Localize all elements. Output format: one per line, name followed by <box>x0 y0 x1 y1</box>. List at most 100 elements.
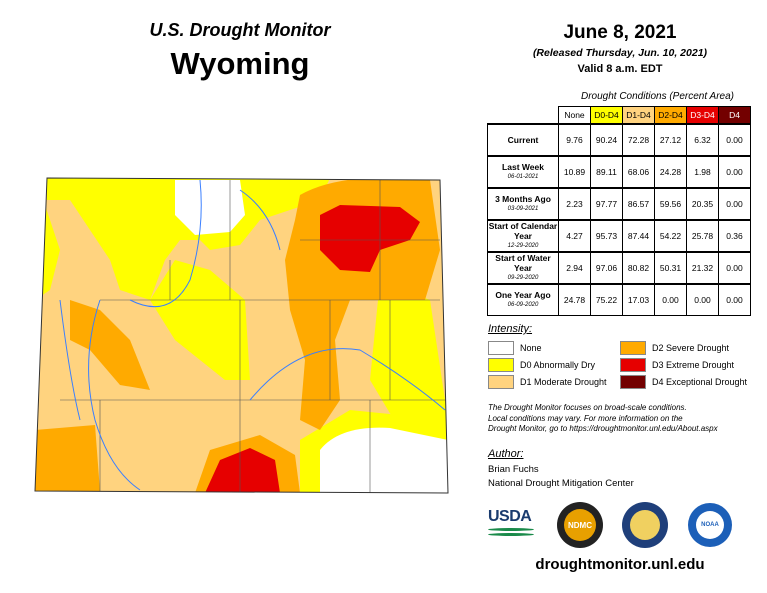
table-cell: 0.00 <box>718 283 751 316</box>
row-label: Start of Water Year 09-29-2020 <box>487 251 559 285</box>
row-label-text: One Year Ago <box>495 290 551 300</box>
empty-header <box>488 107 559 125</box>
table-cell: 87.44 <box>622 219 655 253</box>
table-cell: 68.06 <box>622 155 655 189</box>
table-cell: 50.31 <box>654 251 687 285</box>
author-name: Brian Fuchs <box>488 464 539 475</box>
d2-area-west <box>70 300 150 390</box>
legend-label: D0 Abnormally Dry <box>520 360 596 370</box>
table-cell: 86.57 <box>622 187 655 221</box>
row-label-text: Last Week <box>502 162 544 172</box>
table-cell: 89.11 <box>590 155 623 189</box>
d2-area-southwest <box>35 425 100 491</box>
county-boundaries <box>60 180 448 493</box>
table-row: 3 Months Ago 03-09-2021 2.23 97.77 86.57 59.5… <box>487 187 751 221</box>
table-cell: 97.06 <box>590 251 623 285</box>
d3-area-northeast <box>320 205 420 272</box>
table-cell: 0.00 <box>718 123 751 157</box>
row-date: 09-29-2020 <box>507 275 539 281</box>
table-cell: 90.24 <box>590 123 623 157</box>
row-date: 03-09-2021 <box>507 206 539 212</box>
d0-area-north <box>47 178 330 300</box>
column-header: D4 <box>718 106 751 125</box>
table-row: One Year Ago 06-09-2020 24.78 75.22 17.03 0.0… <box>487 283 751 316</box>
legend-title: Intensity: <box>488 323 533 335</box>
table-row: Start of Calendar Year 12-29-2020 4.27 95.7… <box>487 219 751 253</box>
legend-item: D2 Severe Drought <box>620 341 729 355</box>
table-cell: 2.94 <box>558 251 591 285</box>
table-cell: 80.82 <box>622 251 655 285</box>
note-line: The Drought Monitor focuses on broad-sca… <box>488 403 687 412</box>
row-date: 06-09-2020 <box>507 302 539 308</box>
row-label: 3 Months Ago 03-09-2021 <box>487 187 559 221</box>
legend-label: None <box>520 343 542 353</box>
legend-label: D3 Extreme Drought <box>652 360 735 370</box>
table-cell: 6.32 <box>686 123 719 157</box>
table-cell: 59.56 <box>654 187 687 221</box>
table-cell: 17.03 <box>622 283 655 316</box>
disclaimer-note: The Drought Monitor focuses on broad-sca… <box>488 403 718 435</box>
state-outline <box>34 177 449 494</box>
legend-swatch <box>488 375 514 389</box>
legend-item: D1 Moderate Drought <box>488 375 607 389</box>
legend-swatch <box>620 358 646 372</box>
table-row: Current 9.76 90.24 72.28 27.12 6.32 0.00 <box>487 123 751 157</box>
table-row: Start of Water Year 09-29-2020 2.94 97.06 80… <box>487 251 751 285</box>
row-label-text: Start of Water Year <box>495 253 551 273</box>
row-label-text: 3 Months Ago <box>495 194 551 204</box>
none-area-southeast <box>320 427 448 493</box>
legend-swatch <box>488 341 514 355</box>
valid-time: Valid 8 a.m. EDT <box>577 63 663 75</box>
legend-swatch <box>620 341 646 355</box>
legend-item: None <box>488 341 542 355</box>
legend-item: D3 Extreme Drought <box>620 358 734 372</box>
column-header: D2-D4 <box>654 106 687 125</box>
note-line: Local conditions may vary. For more info… <box>488 413 683 423</box>
table-cell: 0.00 <box>654 283 687 316</box>
table-cell: 95.73 <box>590 219 623 253</box>
d0-area-east <box>370 280 448 430</box>
table-cell: 0.00 <box>686 283 719 316</box>
table-cell: 97.77 <box>590 187 623 221</box>
usda-logo: USDA <box>488 508 534 544</box>
table-row: Last Week 06-01-2021 10.89 89.11 68.06 24.28 1… <box>487 155 751 189</box>
table-caption: Drought Conditions (Percent Area) <box>580 91 735 102</box>
commerce-seal-logo <box>622 502 668 548</box>
table-cell: 54.22 <box>654 219 687 253</box>
drought-conditions-table: None D0-D4 D1-D4 D2-D4 D3-D4 D4 Current 9.76 90… <box>487 106 751 316</box>
legend-label: D1 Moderate Drought <box>520 377 607 387</box>
ndmc-logo: NDMC <box>557 502 603 548</box>
table-cell: 0.00 <box>718 187 751 221</box>
table-cell: 72.28 <box>622 123 655 157</box>
map-subtitle: U.S. Drought Monitor <box>149 20 331 40</box>
website-link[interactable]: droughtmonitor.unl.edu <box>535 556 705 573</box>
author-org: National Drought Mitigation Center <box>488 478 634 489</box>
table-cell: 9.76 <box>558 123 591 157</box>
legend-item: D4 Exceptional Drought <box>620 375 747 389</box>
d3-area-south <box>205 448 280 493</box>
table-cell: 21.32 <box>686 251 719 285</box>
none-area-north <box>175 180 245 235</box>
row-label: One Year Ago 06-09-2020 <box>487 283 559 316</box>
table-cell: 4.27 <box>558 219 591 253</box>
d0-area-central <box>150 260 250 380</box>
note-line: Drought Monitor, go to https://droughtmo… <box>488 424 718 433</box>
row-label-text: Current <box>507 135 539 145</box>
legend-swatch <box>620 375 646 389</box>
column-header: None <box>558 106 591 125</box>
release-date: (Released Thursday, Jun. 10, 2021) <box>532 47 708 59</box>
table-cell: 0.36 <box>718 219 751 253</box>
table-cell: 1.98 <box>686 155 719 189</box>
table-cell: 24.28 <box>654 155 687 189</box>
rivers <box>59 179 446 491</box>
row-date: 12-29-2020 <box>507 243 539 249</box>
row-date: 06-01-2021 <box>507 174 539 180</box>
wyoming-drought-map <box>34 177 449 494</box>
column-header: D0-D4 <box>590 106 623 125</box>
table-cell: 0.00 <box>718 155 751 189</box>
row-label: Start of Calendar Year 12-29-2020 <box>487 219 559 253</box>
column-header: D3-D4 <box>686 106 719 125</box>
table-cell: 24.78 <box>558 283 591 316</box>
legend-label: D4 Exceptional Drought <box>652 377 748 387</box>
